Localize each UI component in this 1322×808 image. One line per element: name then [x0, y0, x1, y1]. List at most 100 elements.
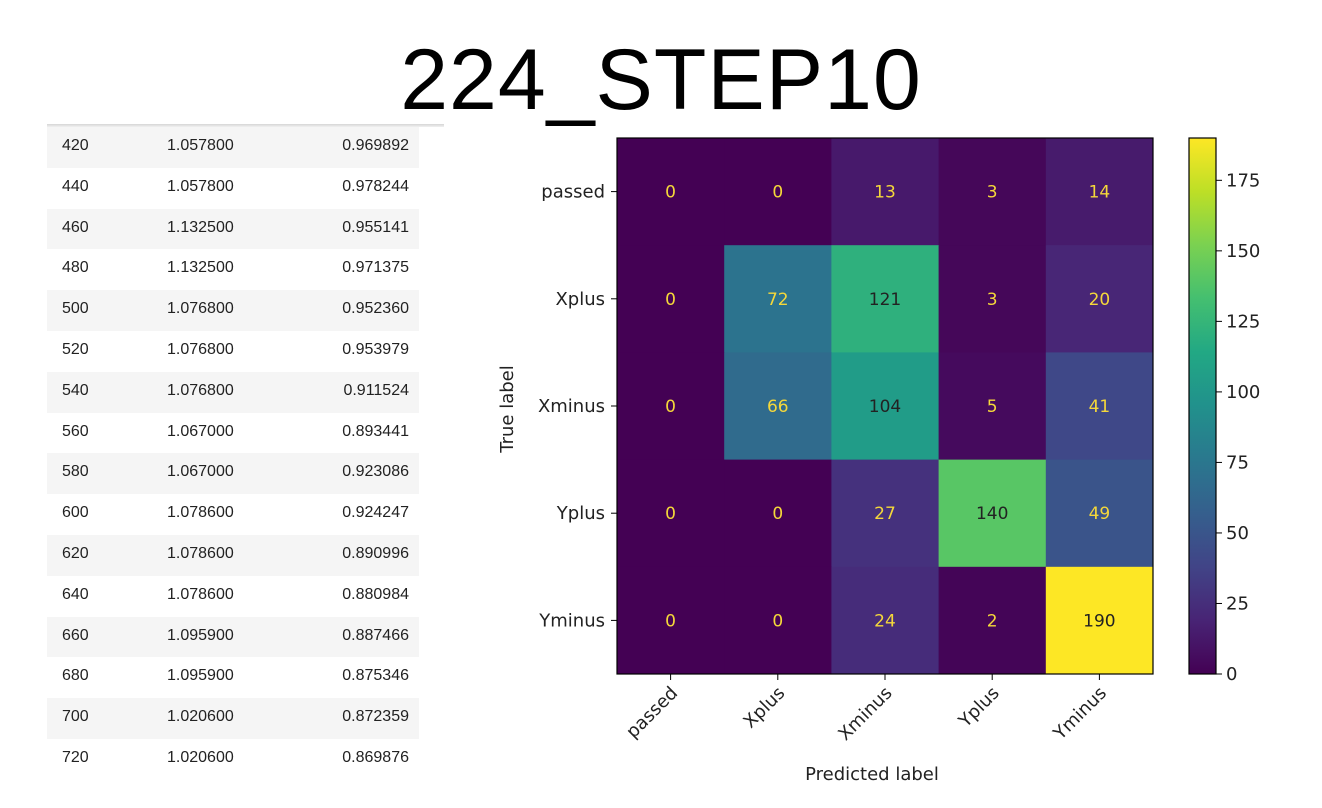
- matrix-cell: [831, 566, 940, 675]
- step-cell: 720: [62, 749, 89, 766]
- value-b-cell: 0.890996: [342, 545, 409, 562]
- step-cell: 580: [62, 463, 89, 481]
- matrix-cell: [1045, 459, 1154, 568]
- value-b-cell: 0.969892: [342, 137, 409, 154]
- cell-value: 20: [1089, 290, 1111, 310]
- value-b-cell: 0.880984: [342, 585, 409, 603]
- step-cell: 500: [62, 300, 89, 318]
- cell-value: 49: [1089, 504, 1111, 524]
- matrix-cell: [938, 352, 1047, 461]
- cell-value: 0: [665, 397, 676, 417]
- cell-value: 140: [976, 504, 1008, 524]
- matrix-cell: [1045, 566, 1154, 675]
- value-a-cell: 1.078600: [167, 585, 234, 603]
- value-a-cell: 1.057800: [167, 137, 234, 154]
- value-b-cell: 0.887466: [342, 626, 409, 644]
- cell-value: 72: [767, 290, 789, 310]
- x-tick-label: Xminus: [834, 683, 896, 745]
- step-cell: 620: [62, 545, 89, 562]
- matrix-cell: [724, 352, 832, 461]
- value-b-cell: 0.869876: [342, 749, 409, 766]
- table-row: 560 1.067000 0.893441: [47, 413, 419, 454]
- cell-value: 24: [874, 611, 896, 631]
- y-tick-label: Xminus: [538, 396, 605, 417]
- x-tick-label: Xplus: [739, 683, 789, 733]
- value-b-cell: 0.923086: [342, 463, 409, 481]
- matrix-cell: [831, 352, 940, 461]
- table-row: 700 1.020600 0.872359: [47, 698, 419, 739]
- colorbar-tick-label: 125: [1226, 311, 1260, 332]
- y-tick-label: Yplus: [556, 503, 605, 524]
- cell-value: 0: [665, 183, 676, 203]
- y-tick-label: passed: [541, 182, 605, 203]
- matrix-cell: [831, 138, 940, 246]
- step-cell: 680: [62, 667, 89, 685]
- table-row: 720 1.020600 0.869876: [47, 739, 419, 780]
- colorbar: 0 25 50 75 100 125 150 175: [1188, 137, 1260, 685]
- cell-value: 14: [1089, 183, 1111, 203]
- value-a-cell: 1.067000: [167, 422, 234, 440]
- value-b-cell: 0.952360: [342, 300, 409, 318]
- step-cell: 540: [62, 381, 89, 399]
- matrix-cell: [938, 459, 1047, 568]
- value-a-cell: 1.132500: [167, 259, 234, 277]
- value-b-cell: 0.872359: [342, 708, 409, 726]
- matrix-cell: [724, 566, 832, 675]
- value-a-cell: 1.020600: [167, 708, 234, 726]
- matrix-cell: [831, 245, 940, 353]
- matrix-cell: [617, 245, 725, 353]
- step-cell: 660: [62, 626, 89, 644]
- value-a-cell: 1.078600: [167, 504, 234, 522]
- table-row: 420 1.057800 0.969892: [47, 127, 419, 168]
- table-row: 500 1.076800 0.952360: [47, 290, 419, 331]
- value-b-cell: 0.955141: [342, 218, 409, 236]
- matrix-cell: [938, 245, 1047, 353]
- cell-value: 66: [767, 397, 789, 417]
- value-b-cell: 0.978244: [342, 177, 409, 195]
- value-a-cell: 1.076800: [167, 341, 234, 358]
- table-top-border: [47, 124, 444, 127]
- value-a-cell: 1.076800: [167, 381, 234, 399]
- value-b-cell: 0.953979: [342, 341, 409, 358]
- colorbar-tick-label: 50: [1226, 523, 1249, 544]
- table-row: 480 1.132500 0.971375: [47, 249, 419, 290]
- value-b-cell: 0.893441: [342, 422, 409, 440]
- table-row: 580 1.067000 0.923086: [47, 453, 419, 495]
- matrix-cell: [617, 459, 725, 568]
- matrix-cell: [938, 138, 1047, 246]
- table-row: 440 1.057800 0.978244: [47, 168, 419, 209]
- x-tick-label: passed: [622, 683, 682, 743]
- step-cell: 460: [62, 218, 89, 236]
- y-tick-label: Yminus: [538, 610, 605, 631]
- table-row: 660 1.095900 0.887466: [47, 616, 419, 658]
- colorbar-tick-label: 25: [1226, 593, 1249, 614]
- value-b-cell: 0.875346: [342, 667, 409, 685]
- matrix-cell: [617, 138, 725, 246]
- cell-value: 41: [1089, 397, 1111, 417]
- cell-value: 3: [987, 183, 998, 203]
- value-a-cell: 1.057800: [167, 177, 234, 195]
- colorbar-tick-label: 100: [1226, 382, 1260, 403]
- step-cell: 520: [62, 341, 89, 358]
- confusion-matrix-chart: 0 0 13 3 140 72 121 3 200 66 104 5 410 0 27 140 490 0 24 2 1…: [497, 137, 1260, 785]
- cell-value: 2: [987, 611, 998, 631]
- colorbar-tick-label: 150: [1226, 241, 1260, 262]
- cell-value: 0: [772, 611, 783, 631]
- step-cell: 560: [62, 422, 89, 440]
- value-a-cell: 1.095900: [167, 626, 234, 644]
- matrix-cell: [724, 245, 832, 353]
- cell-value: 0: [772, 183, 783, 203]
- matrix-cell: [938, 566, 1047, 675]
- cell-value: 0: [665, 290, 676, 310]
- table-row: 520 1.076800 0.953979: [47, 331, 419, 372]
- value-a-cell: 1.078600: [167, 545, 234, 562]
- step-cell: 700: [62, 708, 89, 726]
- matrix-cell: [831, 459, 940, 568]
- table-row: 540 1.076800 0.911524: [47, 371, 419, 413]
- cell-value: 104: [869, 397, 901, 417]
- step-cell: 600: [62, 504, 89, 522]
- y-tick-label: Xplus: [555, 289, 605, 310]
- matrix-cell: [1045, 138, 1154, 246]
- table-row: 620 1.078600 0.890996: [47, 535, 419, 576]
- matrix-cell: [1045, 352, 1154, 461]
